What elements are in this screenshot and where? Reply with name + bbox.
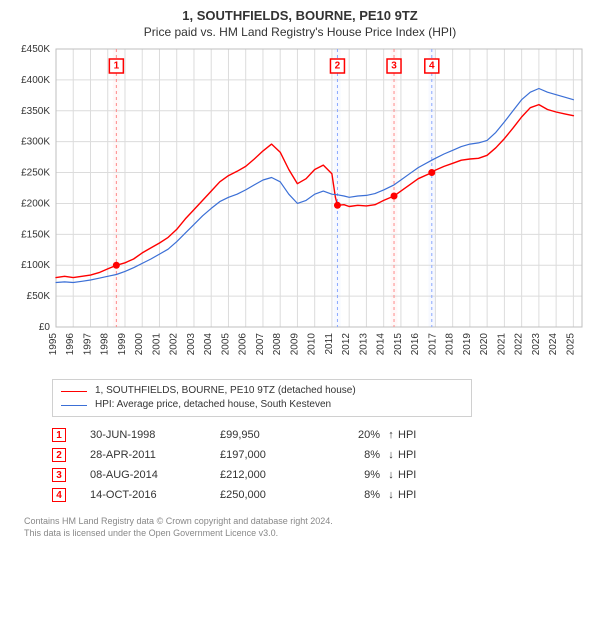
legend-item: 1, SOUTHFIELDS, BOURNE, PE10 9TZ (detach… [61, 384, 463, 398]
legend-swatch [61, 405, 87, 406]
x-tick-label: 2025 [565, 333, 576, 356]
legend-swatch [61, 391, 87, 392]
x-tick-label: 1996 [65, 333, 76, 356]
x-tick-label: 2000 [134, 333, 145, 356]
sale-row-arrow-icon: ↓ [384, 489, 398, 501]
sale-row-price: £99,950 [220, 429, 330, 441]
x-tick-label: 2015 [393, 333, 404, 356]
chart-titles: 1, SOUTHFIELDS, BOURNE, PE10 9TZ Price p… [12, 8, 588, 39]
x-tick-label: 2019 [462, 333, 473, 356]
footer-line-2: This data is licensed under the Open Gov… [24, 527, 588, 539]
x-tick-label: 2013 [358, 333, 369, 356]
x-tick-label: 2006 [238, 333, 249, 356]
legend-label: 1, SOUTHFIELDS, BOURNE, PE10 9TZ (detach… [95, 384, 356, 398]
sale-row-ref: HPI [398, 429, 438, 441]
chart-container: { "title": "1, SOUTHFIELDS, BOURNE, PE10… [0, 0, 600, 620]
x-tick-label: 2017 [427, 333, 438, 356]
sale-row-date: 14-OCT-2016 [90, 489, 220, 501]
x-tick-label: 1997 [82, 333, 93, 356]
x-tick-label: 1998 [100, 333, 111, 356]
sale-marker-number: 2 [335, 61, 341, 72]
sale-row-marker: 4 [52, 488, 66, 502]
sale-marker-number: 1 [114, 61, 120, 72]
y-tick-label: £450K [21, 44, 50, 55]
x-tick-label: 2009 [289, 333, 300, 356]
x-tick-label: 2007 [255, 333, 266, 356]
sale-row-ref: HPI [398, 469, 438, 481]
x-tick-label: 2003 [186, 333, 197, 356]
chart-title: 1, SOUTHFIELDS, BOURNE, PE10 9TZ [12, 8, 588, 23]
y-tick-label: £150K [21, 229, 50, 240]
chart-footer: Contains HM Land Registry data © Crown c… [24, 515, 588, 539]
sale-row: 4 14-OCT-2016£250,0008%↓HPI [52, 485, 588, 505]
x-tick-label: 2021 [496, 333, 507, 356]
x-tick-label: 2012 [341, 333, 352, 356]
y-tick-label: £300K [21, 137, 50, 148]
chart-legend: 1, SOUTHFIELDS, BOURNE, PE10 9TZ (detach… [52, 379, 472, 417]
sale-row: 3 08-AUG-2014£212,0009%↓HPI [52, 465, 588, 485]
y-tick-label: £200K [21, 198, 50, 209]
x-tick-label: 1999 [117, 333, 128, 356]
y-tick-label: £0 [39, 322, 51, 333]
sale-row-date: 28-APR-2011 [90, 449, 220, 461]
x-tick-label: 2010 [307, 333, 318, 356]
x-tick-label: 2018 [445, 333, 456, 356]
sale-row-ref: HPI [398, 449, 438, 461]
x-tick-label: 2011 [324, 333, 335, 355]
x-tick-label: 1995 [48, 333, 59, 356]
x-tick-label: 2008 [272, 333, 283, 356]
sale-row-arrow-icon: ↑ [384, 429, 398, 441]
x-tick-label: 2016 [410, 333, 421, 356]
legend-label: HPI: Average price, detached house, Sout… [95, 398, 331, 412]
sale-row-marker: 3 [52, 468, 66, 482]
x-tick-label: 2005 [220, 333, 231, 356]
sales-table: 130-JUN-1998£99,95020%↑HPI228-APR-2011£1… [52, 425, 588, 505]
y-tick-label: £350K [21, 106, 50, 117]
sale-row-date: 08-AUG-2014 [90, 469, 220, 481]
legend-item: HPI: Average price, detached house, Sout… [61, 398, 463, 412]
sale-row: 1 30-JUN-1998£99,95020%↑HPI [52, 425, 588, 445]
x-tick-label: 2002 [169, 333, 180, 356]
chart-svg: £0 £50K £100K £150K £200K £250K £300K £350K £400… [12, 43, 588, 373]
sale-row-date: 30-JUN-1998 [90, 429, 220, 441]
y-tick-label: £50K [27, 291, 51, 302]
sale-row: 2 28-APR-2011£197,0008%↓HPI [52, 445, 588, 465]
sale-row-ref: HPI [398, 489, 438, 501]
x-tick-label: 2001 [151, 333, 162, 356]
sale-row-arrow-icon: ↓ [384, 449, 398, 461]
chart-plot-area: £0 £50K £100K £150K £200K £250K £300K £350K £400… [12, 43, 588, 373]
x-tick-label: 2024 [548, 333, 559, 356]
sale-marker-number: 3 [391, 61, 397, 72]
x-tick-label: 2022 [514, 333, 525, 356]
y-tick-label: £400K [21, 75, 50, 86]
sale-row-pct: 8% [330, 489, 384, 501]
y-tick-label: £250K [21, 168, 50, 179]
sale-point [391, 193, 398, 200]
sale-row-pct: 20% [330, 429, 384, 441]
sale-row-price: £197,000 [220, 449, 330, 461]
sale-point [113, 262, 120, 269]
footer-line-1: Contains HM Land Registry data © Crown c… [24, 515, 588, 527]
sale-row-pct: 8% [330, 449, 384, 461]
sale-row-price: £250,000 [220, 489, 330, 501]
chart-subtitle: Price paid vs. HM Land Registry's House … [12, 25, 588, 39]
x-tick-label: 2023 [531, 333, 542, 356]
sale-point [334, 202, 341, 209]
x-tick-label: 2014 [376, 333, 387, 356]
y-tick-label: £100K [21, 260, 50, 271]
plot-border [56, 49, 582, 327]
sale-row-price: £212,000 [220, 469, 330, 481]
x-tick-label: 2020 [479, 333, 490, 356]
sale-row-marker: 1 [52, 428, 66, 442]
x-tick-label: 2004 [203, 333, 214, 356]
sale-row-pct: 9% [330, 469, 384, 481]
sale-marker-number: 4 [429, 61, 435, 72]
sale-row-arrow-icon: ↓ [384, 469, 398, 481]
sale-row-marker: 2 [52, 448, 66, 462]
sale-point [428, 169, 435, 176]
